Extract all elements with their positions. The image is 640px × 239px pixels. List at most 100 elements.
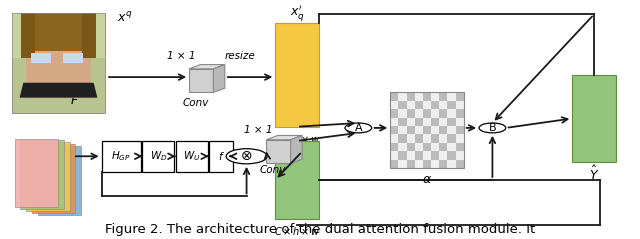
Bar	[423, 109, 431, 118]
Bar	[439, 109, 447, 118]
Bar	[275, 23, 319, 127]
Bar	[102, 141, 141, 172]
Bar	[423, 118, 431, 126]
Text: $x_q'$: $x_q'$	[289, 3, 305, 23]
Bar	[456, 151, 464, 160]
Polygon shape	[266, 136, 302, 140]
Polygon shape	[20, 83, 97, 98]
Text: Conv: Conv	[260, 165, 286, 175]
Bar	[456, 160, 464, 168]
Bar	[423, 126, 431, 135]
Text: $x^q$: $x^q$	[118, 11, 133, 25]
Bar	[390, 135, 399, 143]
Bar	[431, 101, 439, 109]
Text: Figure 2. The architecture of the dual attention fusion module. It: Figure 2. The architecture of the dual a…	[105, 223, 535, 236]
Text: $W_U$: $W_U$	[183, 149, 200, 163]
Bar	[275, 141, 319, 219]
Bar	[38, 146, 81, 215]
Text: $\alpha$: $\alpha$	[422, 174, 432, 186]
Bar	[415, 160, 423, 168]
Bar	[406, 101, 415, 109]
Bar	[439, 92, 447, 101]
Bar	[22, 13, 95, 51]
Bar	[390, 126, 399, 135]
Bar	[456, 101, 464, 109]
Bar	[439, 160, 447, 168]
Bar	[456, 143, 464, 151]
Bar	[82, 13, 95, 58]
Text: $H_{GP}$: $H_{GP}$	[111, 149, 131, 163]
Bar	[189, 69, 213, 92]
Bar	[399, 143, 406, 151]
Bar	[431, 143, 439, 151]
Bar	[406, 109, 415, 118]
Bar	[406, 143, 415, 151]
Bar	[415, 92, 423, 101]
Bar	[415, 101, 423, 109]
Bar	[456, 118, 464, 126]
Bar	[423, 101, 431, 109]
Text: 1 × 1: 1 × 1	[166, 51, 195, 61]
Bar	[390, 109, 399, 118]
Bar	[390, 160, 399, 168]
Text: F: F	[70, 94, 77, 107]
Bar	[439, 126, 447, 135]
Bar	[12, 13, 105, 113]
Bar	[22, 13, 35, 58]
Bar	[12, 13, 105, 113]
Bar	[399, 151, 406, 160]
Polygon shape	[291, 136, 302, 163]
Bar	[12, 13, 105, 58]
Bar	[423, 135, 431, 143]
Bar	[406, 135, 415, 143]
Bar	[447, 143, 456, 151]
Bar	[431, 109, 439, 118]
Circle shape	[479, 123, 506, 133]
Bar	[399, 126, 406, 135]
Bar	[390, 143, 399, 151]
Bar	[406, 160, 415, 168]
Bar	[399, 118, 406, 126]
Bar	[423, 151, 431, 160]
Bar	[390, 92, 464, 168]
Bar	[32, 144, 76, 213]
Bar	[439, 101, 447, 109]
Circle shape	[226, 149, 267, 164]
Bar	[415, 126, 423, 135]
Bar	[399, 92, 406, 101]
Bar	[390, 151, 399, 160]
Bar	[447, 126, 456, 135]
Bar	[447, 135, 456, 143]
Bar	[175, 141, 207, 172]
Text: $\hat{Y}$: $\hat{Y}$	[589, 165, 599, 183]
Bar	[20, 141, 64, 209]
Bar	[439, 118, 447, 126]
Bar	[31, 53, 51, 63]
Text: B: B	[488, 123, 496, 133]
Text: resize: resize	[225, 51, 255, 61]
Bar	[143, 141, 174, 172]
Bar	[415, 118, 423, 126]
Bar	[431, 135, 439, 143]
Bar	[447, 160, 456, 168]
Bar	[439, 143, 447, 151]
Bar	[447, 101, 456, 109]
Text: 1 × 1: 1 × 1	[244, 125, 272, 135]
Bar	[431, 126, 439, 135]
Bar	[406, 126, 415, 135]
Bar	[15, 139, 58, 207]
Bar	[26, 33, 91, 98]
Bar	[390, 118, 399, 126]
Polygon shape	[189, 65, 225, 69]
Bar	[447, 92, 456, 101]
Bar	[390, 92, 399, 101]
Bar	[423, 92, 431, 101]
Bar	[415, 109, 423, 118]
Bar	[406, 92, 415, 101]
Text: $W_D$: $W_D$	[150, 149, 167, 163]
Bar	[406, 118, 415, 126]
Bar	[447, 151, 456, 160]
Bar	[415, 143, 423, 151]
Polygon shape	[213, 65, 225, 92]
Bar	[447, 109, 456, 118]
